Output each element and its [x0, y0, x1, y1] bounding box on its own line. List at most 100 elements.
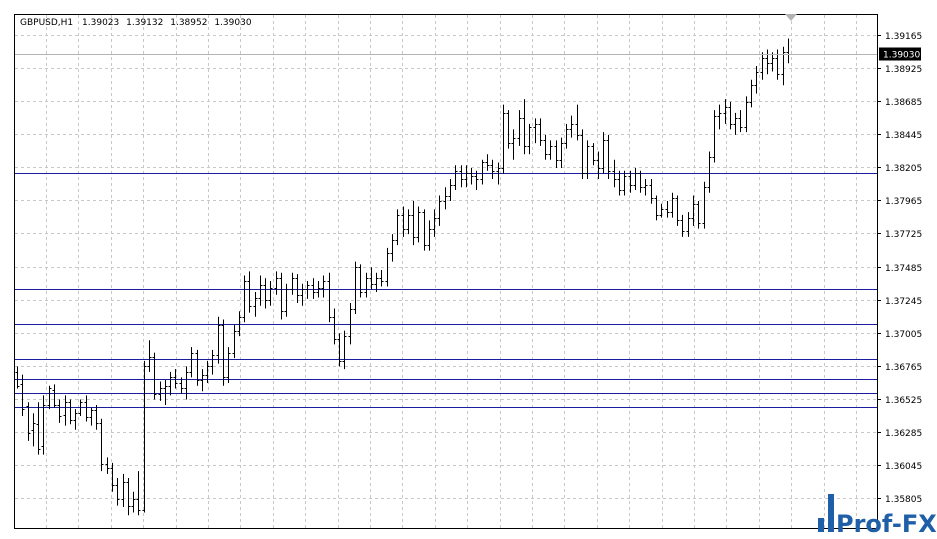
- plot-frame: [14, 14, 878, 529]
- ohlc-bar: [744, 96, 749, 133]
- ohlc-bar: [41, 395, 46, 455]
- ohlc-bar: [643, 178, 648, 196]
- ohlc-bar: [707, 151, 712, 193]
- ohlc-bar: [94, 404, 99, 430]
- ohlc-bar: [696, 201, 701, 229]
- ohlc-bar: [490, 159, 495, 179]
- y-tick-label: 1.36525: [885, 396, 922, 406]
- ohlc-bar: [136, 471, 141, 516]
- ohlc-bar: [649, 178, 654, 204]
- ohlc-bar: [300, 283, 305, 306]
- ohlc-bar: [406, 209, 411, 235]
- ohlc-bar: [89, 407, 94, 426]
- y-tick-label: 1.38445: [885, 131, 922, 141]
- brand-logo-bar-icon: [828, 494, 834, 532]
- ohlc-open: 1.39023: [82, 18, 119, 28]
- ohlc-bar: [379, 269, 384, 287]
- ohlc-bar: [337, 333, 342, 367]
- chart-symbol: GBPUSD,H1: [20, 18, 73, 28]
- ohlc-bar: [374, 272, 379, 292]
- ohlc-bar: [580, 129, 585, 179]
- ohlc-close: 1.39030: [214, 18, 251, 28]
- ohlc-bar: [760, 52, 765, 80]
- y-tick-label: 1.36765: [885, 363, 922, 373]
- ohlc-bar: [464, 165, 469, 188]
- ohlc-bar: [781, 46, 786, 86]
- ohlc-bar: [63, 395, 68, 426]
- ohlc-bar: [173, 369, 178, 389]
- ohlc-bar: [115, 478, 120, 506]
- ohlc-bar: [511, 129, 516, 160]
- ohlc-bar: [142, 360, 147, 513]
- ohlc-bar: [659, 203, 664, 218]
- ohlc-bar: [601, 132, 606, 174]
- ohlc-bar: [702, 181, 707, 229]
- ohlc-bar: [110, 462, 115, 492]
- ohlc-bar: [78, 399, 83, 417]
- ohlc-bar: [274, 271, 279, 295]
- current-price-tag-label: 1.39030: [883, 51, 920, 61]
- ohlc-bar: [152, 352, 157, 400]
- ohlc-bar: [364, 272, 369, 298]
- ohlc-bar: [216, 316, 221, 364]
- ohlc-bar: [268, 280, 273, 306]
- ohlc-bar: [453, 165, 458, 191]
- ohlc-bar: [427, 220, 432, 251]
- ohlc-bar: [432, 209, 437, 237]
- ohlc-bar: [522, 99, 527, 155]
- ohlc-bar: [554, 140, 559, 168]
- chart-shift-marker-icon[interactable]: [785, 14, 797, 21]
- ohlc-bar: [290, 272, 295, 295]
- ohlc-bar: [200, 369, 205, 392]
- ohlc-bar: [369, 267, 374, 290]
- ohlc-bar: [517, 110, 522, 146]
- ohlc-bar: [527, 123, 532, 155]
- ohlc-bar: [401, 206, 406, 237]
- ohlc-bar: [179, 377, 184, 394]
- ohlc-bar: [749, 79, 754, 108]
- ohlc-bar: [47, 385, 52, 410]
- ohlc-bar: [195, 349, 200, 386]
- ohlc-bar: [385, 247, 390, 287]
- ohlc-bar: [332, 308, 337, 345]
- ohlc-bar: [126, 478, 131, 516]
- ohlc-bar: [311, 278, 316, 299]
- y-tick-label: 1.37725: [885, 230, 922, 240]
- ohlc-bar: [538, 118, 543, 146]
- ohlc-bar: [770, 52, 775, 72]
- ohlc-bar: [469, 167, 474, 185]
- ohlc-bar: [564, 123, 569, 149]
- ohlc-bar: [205, 360, 210, 383]
- ohlc-bar: [416, 206, 421, 243]
- ohlc-bar: [569, 115, 574, 138]
- ohlc-bar: [147, 340, 152, 372]
- grid: [15, 15, 877, 528]
- ohlc-bar: [617, 170, 622, 196]
- brand-logo-text: Prof-FX: [836, 510, 937, 538]
- ohlc-bar: [733, 112, 738, 135]
- ohlc-bar: [638, 170, 643, 193]
- ohlc-bar: [622, 170, 627, 196]
- y-tick-label: 1.36045: [885, 462, 922, 472]
- ohlc-bar: [237, 311, 242, 337]
- ohlc-bar: [99, 418, 104, 472]
- ohlc-bar: [723, 99, 728, 124]
- ohlc-bar: [738, 110, 743, 133]
- ohlc-bar: [543, 134, 548, 160]
- ohlc-bar: [284, 283, 289, 317]
- ohlc-bar: [327, 272, 332, 323]
- brand-logo-bar-icon-2: [818, 518, 824, 532]
- ohlc-bar: [533, 118, 538, 144]
- ohlc-bar: [559, 137, 564, 168]
- y-tick-label: 1.37965: [885, 197, 922, 207]
- ohlc-bar: [36, 402, 41, 455]
- ohlc-bar: [316, 280, 321, 298]
- ohlc-bar: [247, 271, 252, 313]
- ohlc-bar: [348, 303, 353, 345]
- ohlc-bar: [712, 110, 717, 163]
- ohlc-bar: [121, 473, 126, 507]
- y-tick-label: 1.39165: [885, 32, 922, 42]
- ohlc-bar: [485, 154, 490, 171]
- ohlc-bar: [665, 201, 670, 218]
